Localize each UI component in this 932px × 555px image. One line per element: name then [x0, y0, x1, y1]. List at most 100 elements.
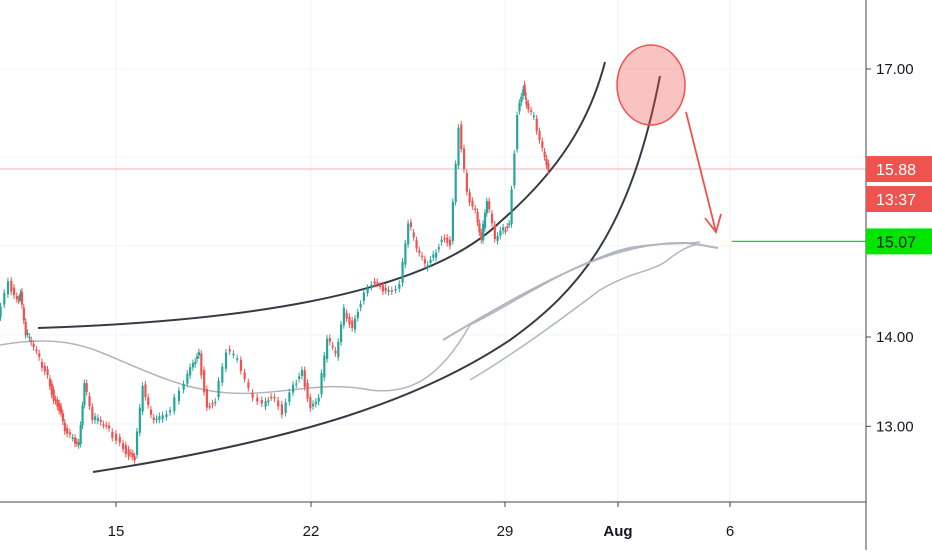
candle-body [339, 324, 343, 343]
candle-body [326, 338, 329, 360]
candle-body [121, 443, 125, 449]
candle-body [203, 370, 206, 393]
candle-body [306, 382, 309, 399]
candle-body [502, 227, 505, 231]
candle-body [169, 410, 172, 413]
candle-body [532, 115, 536, 118]
candle-body [525, 100, 528, 105]
candle-body [48, 378, 52, 387]
candle-body [19, 293, 22, 298]
candle-body [147, 397, 150, 406]
candle-body [129, 452, 133, 455]
candle-body [370, 284, 373, 288]
candle-body [412, 232, 415, 238]
candle-body [182, 383, 185, 390]
candle-body [398, 283, 401, 289]
candle-body [43, 365, 46, 372]
candle-body [105, 425, 108, 427]
candle-body [510, 189, 513, 225]
candle-body [77, 442, 80, 446]
candle-body [186, 373, 189, 384]
candle-body [260, 400, 264, 404]
candle-body [545, 158, 548, 166]
candle-body [415, 240, 418, 249]
candle-body [504, 230, 507, 232]
candle-body [317, 397, 320, 402]
candle-body [115, 433, 118, 441]
down-arrow-head [704, 213, 722, 234]
candle-body [530, 110, 533, 112]
candle-body [334, 350, 337, 354]
moving-average-line [0, 241, 701, 395]
candle-body [451, 201, 454, 241]
candle-body [454, 163, 457, 203]
candle-body [457, 127, 460, 166]
candle-body [432, 254, 435, 258]
candle-body [351, 320, 354, 329]
candle-body [243, 372, 246, 379]
candle-body [547, 163, 550, 171]
candle-body [111, 431, 114, 438]
grid [0, 0, 866, 502]
candle-body [35, 349, 38, 352]
candle-body [535, 118, 538, 132]
upper-arc-curve [37, 61, 606, 329]
candle-body [124, 445, 127, 454]
candle-body [83, 383, 86, 406]
candle-body [376, 282, 379, 284]
countdown-badge [866, 186, 932, 213]
candle-body [144, 384, 147, 398]
candle-body [88, 396, 91, 407]
candle-body [373, 281, 376, 284]
candle-body [429, 259, 432, 263]
candle-body [379, 285, 382, 288]
candle-body [96, 418, 100, 421]
candle-body [224, 352, 228, 369]
candle-body [102, 424, 105, 426]
candle-body [295, 383, 298, 385]
candle-body [3, 292, 6, 305]
candle-body [320, 373, 323, 395]
price-labels: 15.88 13:37 15.07 [866, 156, 932, 255]
candle-body [465, 173, 468, 192]
x-tick-label: 15 [108, 523, 125, 540]
candle-body [323, 355, 326, 378]
candle-body [205, 388, 209, 408]
candle-body [22, 307, 25, 321]
down-arrow-shaft [685, 111, 717, 233]
plot-area [0, 44, 866, 473]
candle-body [506, 226, 509, 228]
candle-body [407, 223, 410, 245]
candle-body [81, 405, 84, 426]
target-level-badge [866, 228, 932, 255]
candle-body [342, 307, 345, 326]
candle-body [26, 332, 29, 335]
candle-body [366, 288, 369, 293]
candle-body [75, 441, 79, 444]
candle-body [85, 383, 88, 392]
candle-body [217, 380, 220, 398]
y-axis: 17.00 14.00 13.00 [866, 61, 914, 435]
candle-body [197, 352, 201, 356]
candle-body [99, 419, 102, 422]
candle-body [189, 367, 192, 376]
candle-body [390, 290, 393, 292]
candle-body [267, 400, 270, 403]
candle-body [91, 406, 94, 420]
candle-body [443, 237, 446, 240]
candle-body [516, 115, 519, 150]
candle-body [74, 437, 77, 444]
candle-body [30, 340, 33, 343]
candle-body [56, 400, 59, 407]
candle-body [394, 288, 397, 291]
candle-body [423, 259, 427, 264]
candle-body [24, 321, 27, 336]
candle-body [270, 396, 273, 399]
highlight-circle [616, 44, 686, 126]
moving-average-line [469, 243, 701, 381]
candle-body [196, 356, 199, 359]
candle-body [435, 252, 438, 258]
candle-body [359, 303, 362, 308]
